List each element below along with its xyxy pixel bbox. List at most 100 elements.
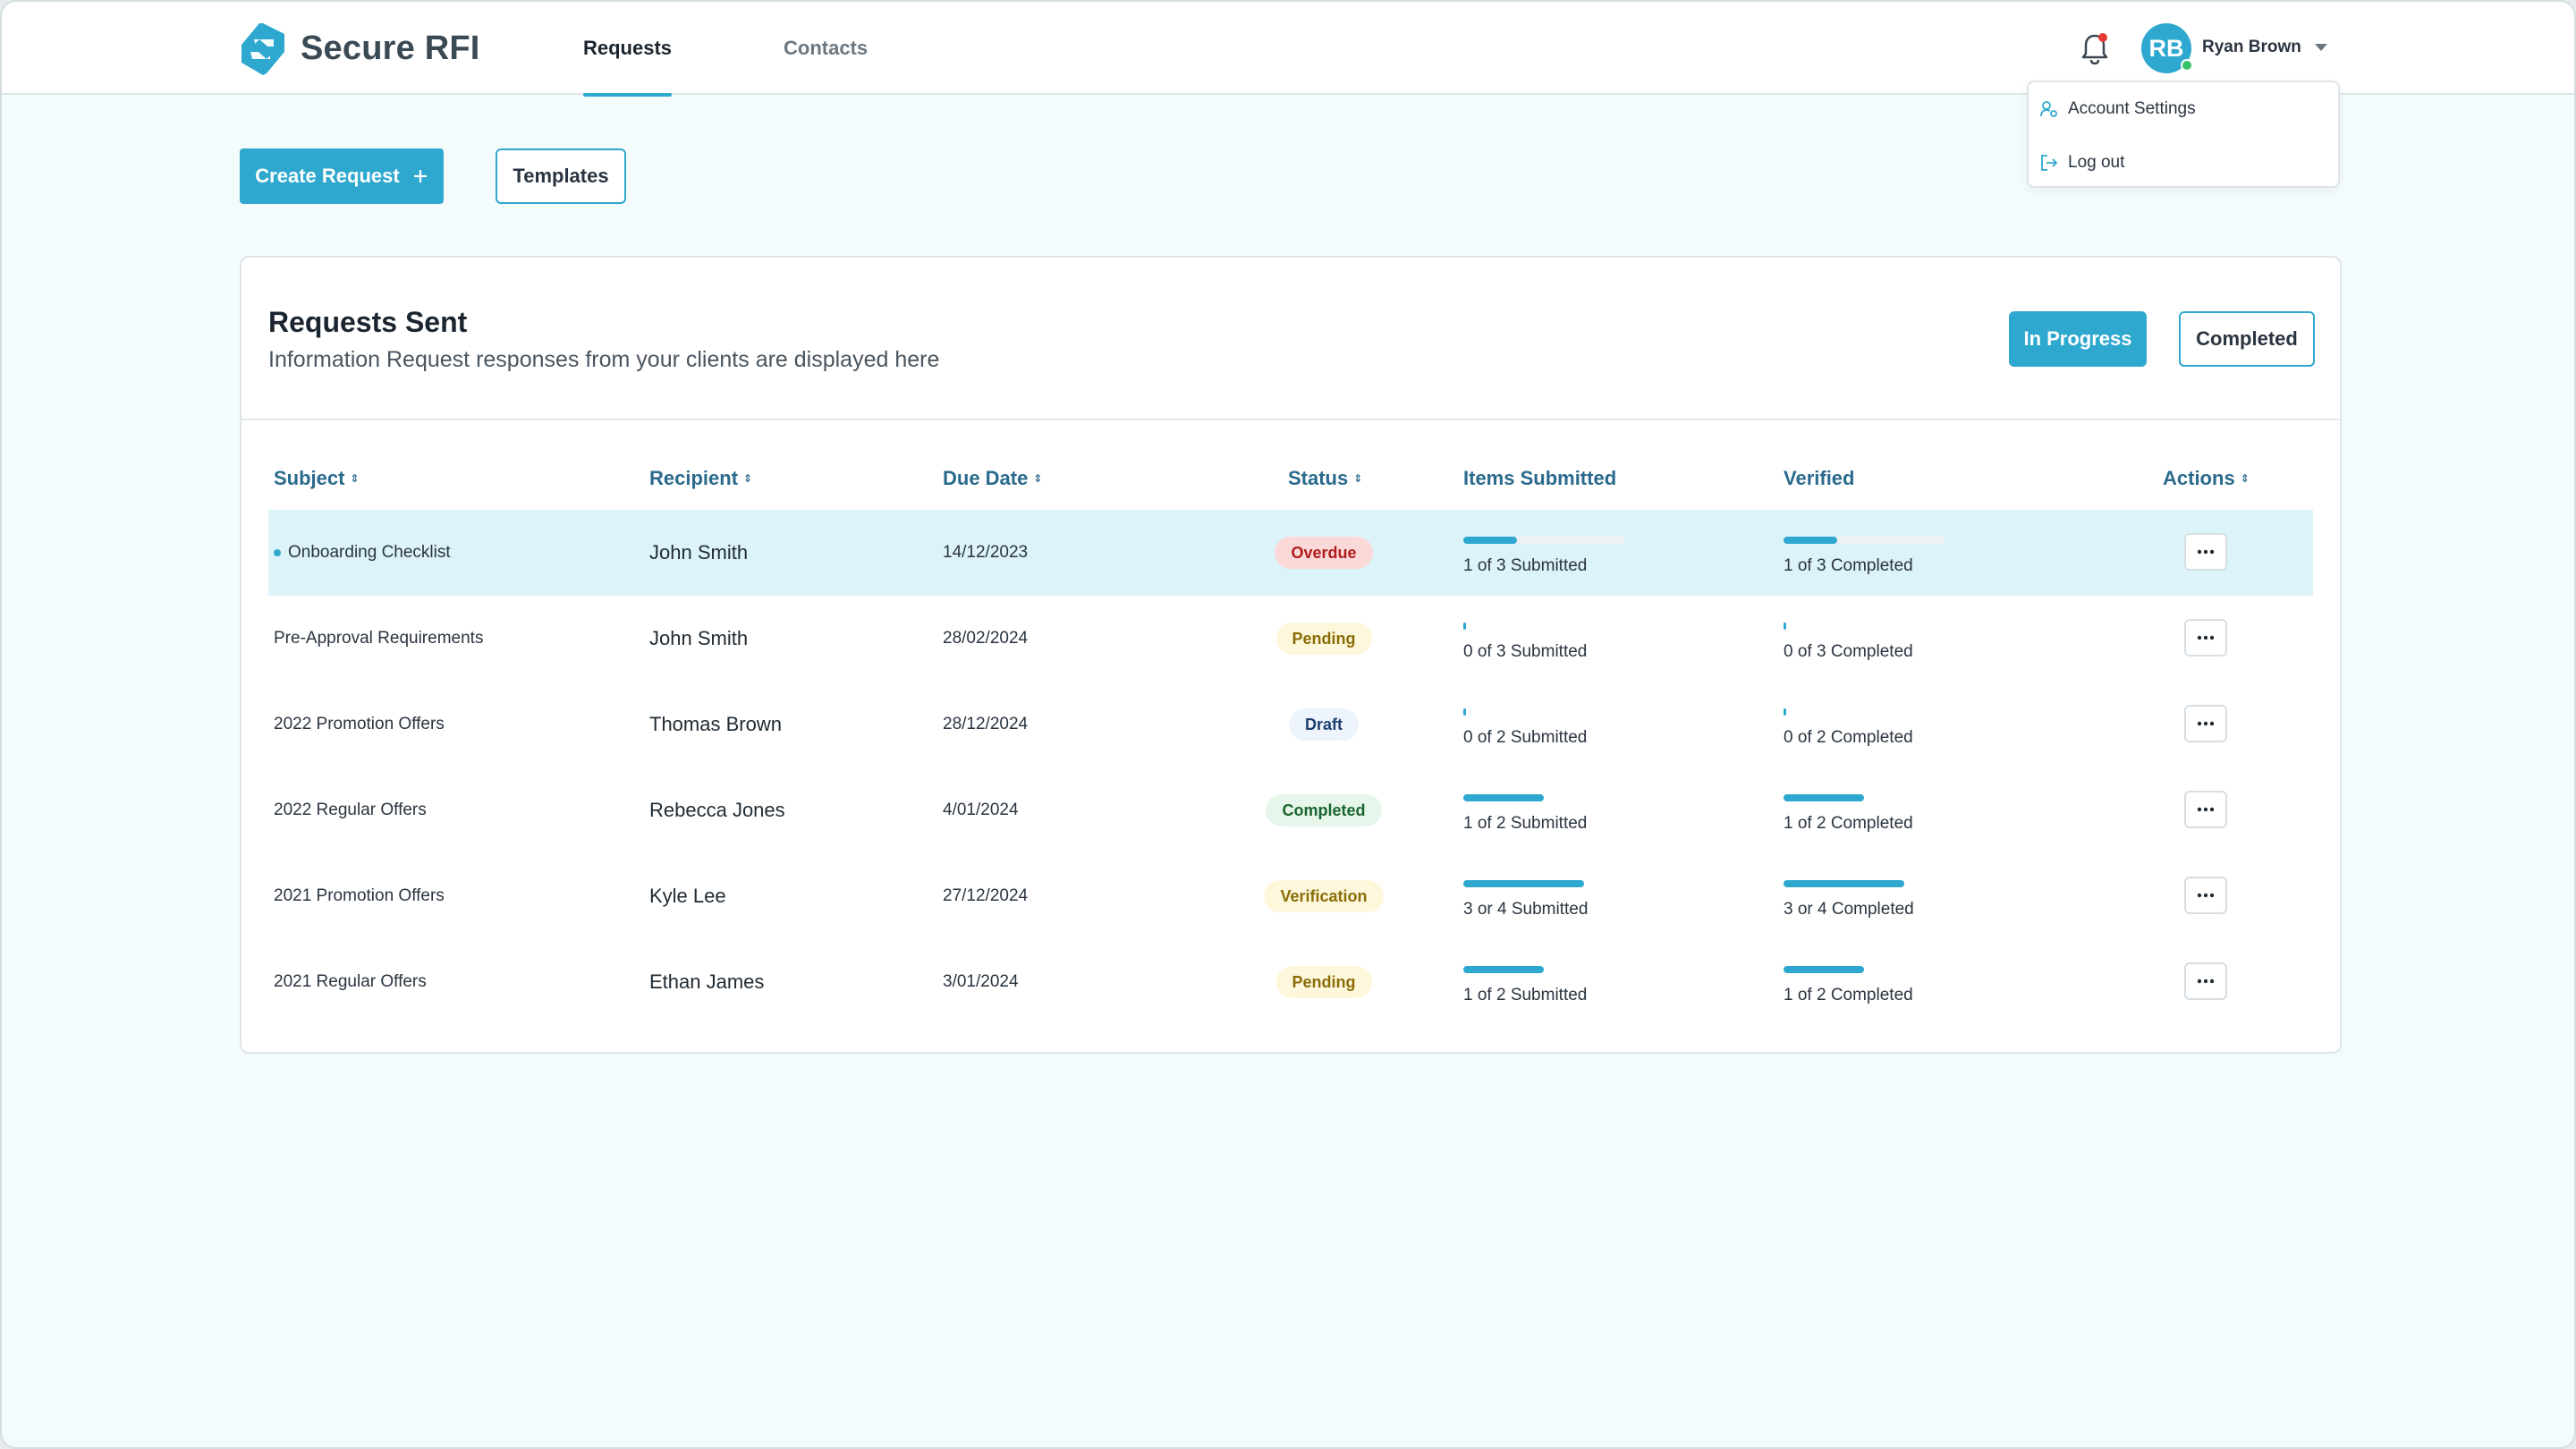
status-badge: Draft	[1288, 708, 1359, 741]
shield-logo-icon	[242, 23, 284, 75]
progress-label: 0 of 3 Completed	[1784, 642, 1913, 661]
app-logo[interactable]: Secure RFI	[238, 21, 480, 75]
top-navigation-bar: Secure RFI Requests Contacts RB Ryan Bro…	[2, 2, 2574, 97]
row-actions-button[interactable]	[2184, 533, 2227, 571]
sort-icon: ⇕	[1353, 472, 1363, 485]
recipient-cell: Ethan James	[649, 970, 765, 993]
sort-icon: ⇕	[1033, 472, 1043, 485]
table-row[interactable]: 2021 Regular Offers Ethan James 3/01/2024 P…	[268, 939, 2313, 1025]
create-request-button[interactable]: Create Request	[240, 148, 444, 204]
progress-label: 0 of 2 Completed	[1784, 728, 1913, 747]
subject-text: 2021 Regular Offers	[274, 972, 427, 991]
menu-item-account-settings[interactable]: Account Settings	[2039, 91, 2196, 127]
header-label: Due Date	[943, 467, 1029, 489]
progress-track	[1784, 708, 1945, 716]
header-label: Subject	[274, 467, 345, 489]
subject-cell: 2022 Regular Offers	[274, 767, 427, 853]
user-menu-dropdown: Account Settings Log out	[2027, 80, 2340, 188]
status-badge: Overdue	[1275, 537, 1373, 569]
more-horizontal-icon	[2197, 893, 2215, 898]
subject-text: 2021 Promotion Offers	[274, 886, 445, 905]
progress-fill	[1463, 794, 1544, 801]
sort-icon: ⇕	[350, 472, 360, 485]
subject-cell: Onboarding Checklist	[274, 510, 451, 596]
menu-item-logout[interactable]: Log out	[2039, 145, 2124, 181]
progress-track	[1463, 623, 1624, 630]
progress-track	[1784, 623, 1945, 630]
progress-label: 0 of 3 Submitted	[1463, 642, 1588, 661]
column-header-status[interactable]: Status ⇕	[1288, 467, 1362, 490]
due-date-cell: 3/01/2024	[943, 972, 1019, 991]
user-name[interactable]: Ryan Brown	[2202, 38, 2301, 56]
verified-progress: 1 of 2 Completed	[1784, 966, 1980, 1005]
progress-label: 1 of 3 Submitted	[1463, 556, 1588, 575]
more-horizontal-icon	[2197, 807, 2215, 812]
table-row[interactable]: 2021 Promotion Offers Kyle Lee 27/12/2024 V…	[268, 853, 2313, 939]
progress-track	[1463, 794, 1624, 801]
due-date-cell: 28/02/2024	[943, 629, 1029, 648]
menu-item-label: Log out	[2068, 153, 2125, 172]
progress-label: 1 of 2 Completed	[1784, 986, 1913, 1004]
due-date-cell: 4/01/2024	[943, 801, 1019, 819]
card-title: Requests Sent	[268, 306, 468, 338]
progress-label: 0 of 2 Submitted	[1463, 728, 1588, 747]
tab-contacts[interactable]: Contacts	[784, 37, 869, 59]
subject-cell: 2022 Promotion Offers	[274, 682, 445, 767]
create-request-label: Create Request	[255, 165, 400, 187]
column-header-actions[interactable]: Actions ⇕	[2163, 467, 2250, 490]
templates-button[interactable]: Templates	[496, 148, 626, 204]
table-row[interactable]: 2022 Promotion Offers Thomas Brown 28/12/2…	[268, 682, 2313, 767]
progress-fill	[1463, 708, 1466, 716]
more-horizontal-icon	[2197, 549, 2215, 555]
table-row[interactable]: Onboarding Checklist John Smith 14/12/2023…	[268, 510, 2313, 596]
filter-in-progress-button[interactable]: In Progress	[2009, 311, 2147, 367]
status-badge: Pending	[1275, 966, 1372, 998]
progress-fill	[1463, 880, 1584, 887]
progress-fill	[1784, 966, 1864, 973]
progress-track	[1784, 794, 1945, 801]
row-actions-button[interactable]	[2184, 962, 2227, 1000]
items-submitted-progress: 3 or 4 Submitted	[1463, 880, 1660, 919]
chevron-down-icon[interactable]	[2313, 41, 2329, 54]
status-badge: Pending	[1275, 623, 1372, 655]
progress-label: 1 of 2 Completed	[1784, 814, 1913, 833]
items-submitted-progress: 1 of 3 Submitted	[1463, 537, 1660, 576]
verified-progress: 0 of 2 Completed	[1784, 708, 1980, 748]
card-subtitle: Information Request responses from your …	[268, 347, 940, 372]
card-divider	[242, 419, 2340, 420]
progress-fill	[1784, 880, 1904, 887]
recipient-cell: Thomas Brown	[649, 713, 782, 735]
table-row[interactable]: 2022 Regular Offers Rebecca Jones 4/01/202…	[268, 767, 2313, 853]
row-actions-button[interactable]	[2184, 877, 2227, 914]
progress-label: 3 or 4 Completed	[1784, 900, 1914, 919]
items-submitted-progress: 1 of 2 Submitted	[1463, 794, 1660, 834]
items-submitted-progress: 0 of 2 Submitted	[1463, 708, 1660, 748]
column-header-subject[interactable]: Subject ⇕	[274, 467, 360, 490]
status-cell: Pending	[1252, 596, 1395, 682]
tab-requests[interactable]: Requests	[583, 2, 673, 97]
logout-icon	[2041, 155, 2058, 171]
online-status-dot	[2181, 59, 2193, 72]
status-cell: Overdue	[1252, 510, 1395, 596]
notification-bell-icon[interactable]	[2079, 30, 2111, 66]
verified-progress: 3 or 4 Completed	[1784, 880, 1980, 919]
row-actions-button[interactable]	[2184, 705, 2227, 742]
column-header-verified: Verified	[1784, 467, 1854, 490]
row-actions-button[interactable]	[2184, 791, 2227, 828]
progress-fill	[1784, 537, 1837, 544]
row-actions-button[interactable]	[2184, 619, 2227, 657]
column-header-recipient[interactable]: Recipient ⇕	[649, 467, 752, 490]
more-horizontal-icon	[2197, 635, 2215, 640]
subject-cell: 2021 Regular Offers	[274, 939, 427, 1025]
app-name: Secure RFI	[301, 29, 480, 67]
filter-completed-button[interactable]: Completed	[2179, 311, 2315, 367]
status-badge: Completed	[1266, 794, 1382, 826]
subject-text: 2022 Promotion Offers	[274, 715, 445, 733]
table-row[interactable]: Pre-Approval Requirements John Smith 28/02…	[268, 596, 2313, 682]
due-date-cell: 28/12/2024	[943, 715, 1029, 733]
due-date-cell: 27/12/2024	[943, 886, 1029, 905]
sort-icon: ⇕	[2240, 472, 2250, 485]
column-header-due-date[interactable]: Due Date ⇕	[943, 467, 1042, 490]
progress-label: 1 of 3 Completed	[1784, 556, 1913, 575]
